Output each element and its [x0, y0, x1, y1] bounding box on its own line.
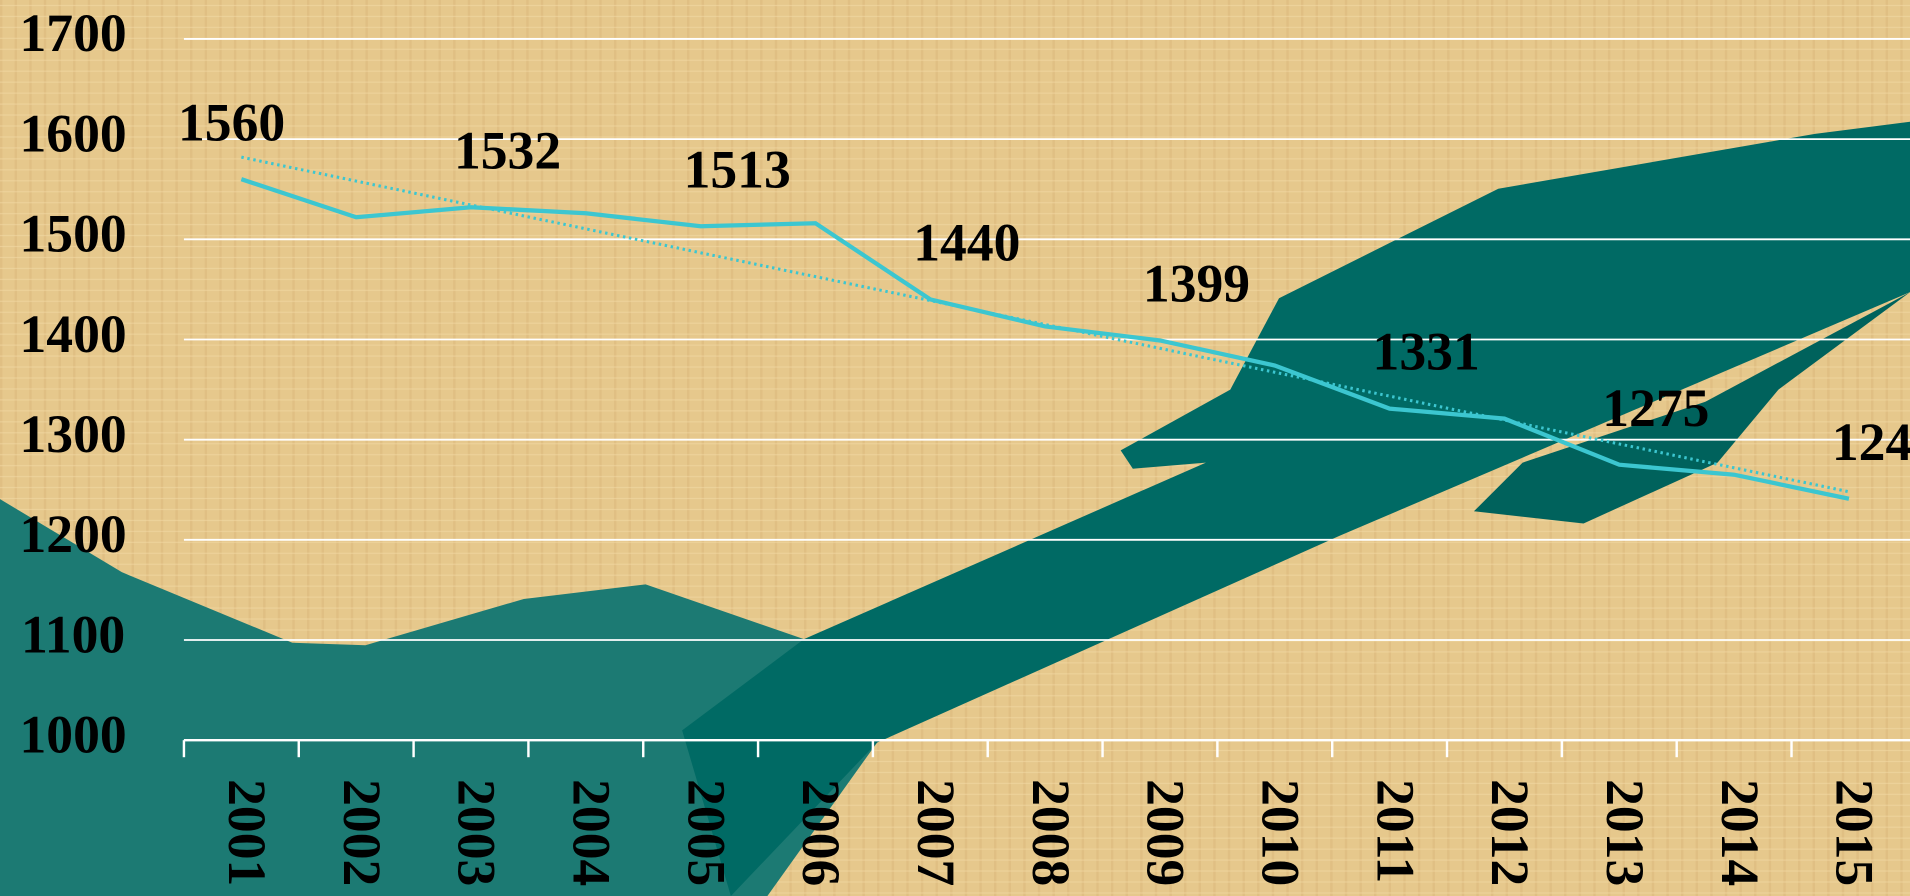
x-tick-label: 2010 — [1250, 779, 1310, 886]
value-label: 1560 — [178, 92, 285, 152]
x-tick-label: 2004 — [562, 779, 622, 886]
x-tick-label: 2006 — [791, 779, 851, 886]
y-tick-label: 1600 — [19, 103, 126, 163]
x-tick-label: 2015 — [1825, 779, 1885, 886]
x-tick-label: 2011 — [1365, 779, 1425, 883]
x-tick-label: 2002 — [332, 779, 392, 886]
x-tick-label: 2008 — [1021, 779, 1081, 886]
y-tick-label: 1400 — [19, 304, 126, 364]
value-label: 1440 — [913, 213, 1020, 273]
y-tick-label: 1200 — [19, 504, 126, 564]
y-tick-label: 1300 — [19, 404, 126, 464]
x-tick-label: 2005 — [676, 779, 736, 886]
x-tick-label: 2003 — [447, 779, 507, 886]
value-label: 1532 — [454, 120, 561, 180]
chart: 1000 1100 1200 1300 1400 1500 1600 1700 2001 2002… — [0, 0, 1910, 896]
y-tick-label: 1100 — [21, 604, 125, 664]
y-tick-label: 1000 — [19, 704, 126, 764]
x-tick-label: 2014 — [1710, 779, 1770, 886]
x-tick-label: 2009 — [1136, 779, 1196, 886]
x-tick-label: 2001 — [217, 779, 277, 886]
x-tick-label: 2007 — [906, 779, 966, 886]
value-label: 1399 — [1143, 254, 1250, 314]
y-tick-label: 1700 — [19, 3, 126, 63]
x-tick-label: 2013 — [1595, 779, 1655, 886]
value-label: 1275 — [1602, 378, 1709, 438]
x-tick-label: 2012 — [1480, 779, 1540, 886]
page: 1000 1100 1200 1300 1400 1500 1600 1700 2001 2002… — [0, 0, 1910, 896]
y-tick-label: 1500 — [19, 204, 126, 264]
value-label: 1513 — [684, 139, 791, 199]
value-label: 1331 — [1373, 322, 1480, 382]
value-label: 1241 — [1832, 412, 1910, 472]
